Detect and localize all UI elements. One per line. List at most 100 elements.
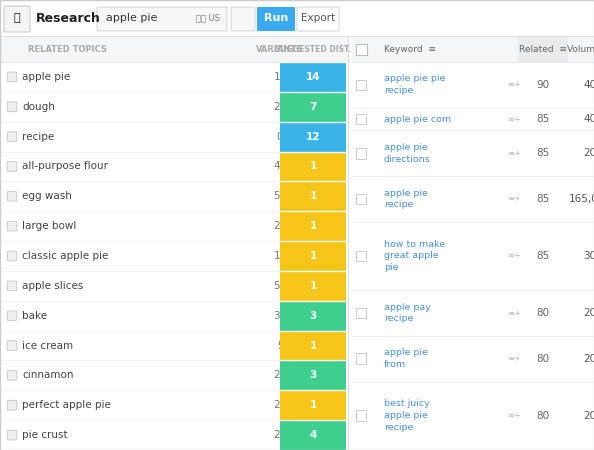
Text: VARIANTS: VARIANTS	[257, 45, 304, 54]
Text: Keyword  ≡: Keyword ≡	[384, 45, 436, 54]
Text: 20: 20	[583, 411, 594, 421]
Text: ≡+: ≡+	[507, 411, 521, 420]
Text: 1: 1	[309, 251, 317, 261]
Text: 7: 7	[309, 102, 317, 112]
Text: 🔍: 🔍	[14, 13, 20, 23]
FancyBboxPatch shape	[7, 251, 17, 261]
Text: 1: 1	[309, 191, 317, 201]
Bar	[280, 211, 346, 241]
Text: ≡+: ≡+	[507, 252, 521, 261]
FancyBboxPatch shape	[7, 341, 17, 351]
Text: dough: dough	[22, 102, 55, 112]
Text: bake: bake	[22, 310, 47, 321]
Text: 40: 40	[583, 80, 594, 90]
FancyBboxPatch shape	[356, 148, 366, 158]
Bar	[280, 241, 346, 271]
Text: 27: 27	[273, 221, 287, 231]
Bar	[352, 336, 594, 382]
Text: 20: 20	[583, 308, 594, 318]
FancyBboxPatch shape	[231, 7, 255, 31]
FancyBboxPatch shape	[4, 6, 30, 32]
Bar	[280, 360, 346, 390]
Text: 50: 50	[273, 191, 286, 201]
Bar	[0, 0, 594, 36]
Text: 1: 1	[309, 341, 317, 351]
Text: 24: 24	[273, 370, 287, 380]
Text: ≡+: ≡+	[507, 194, 521, 203]
FancyBboxPatch shape	[7, 311, 17, 320]
Text: cinnamon: cinnamon	[22, 370, 74, 380]
Text: ≡+: ≡+	[507, 309, 521, 318]
FancyBboxPatch shape	[7, 281, 17, 291]
Bar	[352, 36, 594, 62]
Text: apple pie
recipe: apple pie recipe	[384, 189, 428, 209]
Text: 3: 3	[309, 310, 317, 321]
Text: 80: 80	[536, 354, 549, 364]
Text: apple pie pie
recipe: apple pie pie recipe	[384, 74, 446, 95]
FancyBboxPatch shape	[7, 430, 17, 440]
FancyBboxPatch shape	[7, 162, 17, 171]
Text: 1: 1	[309, 221, 317, 231]
Text: 85: 85	[536, 251, 549, 261]
Text: apple pie: apple pie	[22, 72, 70, 82]
Text: 20: 20	[583, 354, 594, 364]
Text: Run: Run	[264, 13, 288, 23]
Text: 29: 29	[273, 400, 287, 410]
Bar	[352, 130, 594, 176]
FancyBboxPatch shape	[356, 353, 366, 364]
FancyBboxPatch shape	[356, 194, 366, 204]
Text: 5: 5	[277, 341, 283, 351]
Text: apple pay
recipe: apple pay recipe	[384, 303, 431, 324]
Text: 3: 3	[309, 370, 317, 380]
Text: 80: 80	[536, 308, 549, 318]
Text: Export: Export	[301, 13, 335, 23]
FancyBboxPatch shape	[7, 400, 17, 410]
Text: 85: 85	[536, 114, 549, 124]
FancyBboxPatch shape	[356, 114, 366, 124]
Text: recipe: recipe	[22, 131, 54, 142]
FancyBboxPatch shape	[7, 192, 17, 201]
Bar	[352, 382, 594, 450]
Text: perfect apple pie: perfect apple pie	[22, 400, 111, 410]
Text: 0: 0	[277, 131, 283, 142]
Text: apple pie
from: apple pie from	[384, 348, 428, 369]
FancyBboxPatch shape	[7, 132, 17, 141]
Text: large bowl: large bowl	[22, 221, 77, 231]
FancyBboxPatch shape	[356, 251, 366, 261]
FancyBboxPatch shape	[7, 221, 17, 231]
Bar	[352, 222, 594, 290]
Text: SUGGESTED DIST.: SUGGESTED DIST.	[275, 45, 351, 54]
Bar	[280, 122, 346, 152]
Text: 30: 30	[583, 251, 594, 261]
Text: 14: 14	[306, 72, 320, 82]
Text: ≡+: ≡+	[507, 115, 521, 124]
Text: 1: 1	[309, 400, 317, 410]
Text: apple pie: apple pie	[106, 13, 157, 23]
Bar	[518, 36, 568, 62]
Text: ice cream: ice cream	[22, 341, 73, 351]
Text: 80: 80	[536, 411, 549, 421]
Bar	[280, 152, 346, 181]
Text: 4: 4	[309, 430, 317, 440]
Text: Volume  ≡: Volume ≡	[567, 45, 594, 54]
Text: 29: 29	[273, 102, 287, 112]
Bar	[352, 290, 594, 336]
FancyBboxPatch shape	[7, 371, 17, 380]
Text: 85: 85	[536, 194, 549, 204]
Text: 90: 90	[536, 80, 549, 90]
Text: 🇺🇸 US: 🇺🇸 US	[196, 14, 220, 22]
Text: pie crust: pie crust	[22, 430, 68, 440]
Text: 42: 42	[273, 162, 287, 171]
Bar	[280, 62, 346, 92]
Text: 40: 40	[583, 114, 594, 124]
Text: apple slices: apple slices	[22, 281, 83, 291]
Text: ≡+: ≡+	[507, 149, 521, 158]
FancyBboxPatch shape	[7, 72, 17, 82]
Text: how to make
great apple
pie: how to make great apple pie	[384, 240, 445, 272]
Bar	[280, 390, 346, 420]
Bar	[280, 92, 346, 122]
Text: 12: 12	[306, 131, 320, 142]
Text: 1: 1	[309, 281, 317, 291]
Bar	[280, 271, 346, 301]
Text: 85: 85	[536, 148, 549, 158]
